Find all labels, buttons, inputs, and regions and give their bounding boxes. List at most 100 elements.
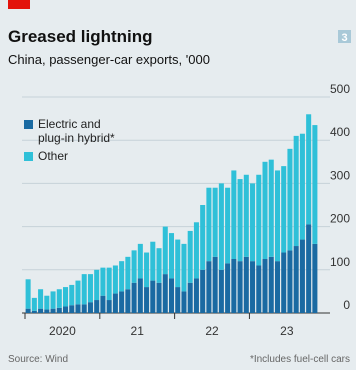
y-tick-label: 0 (343, 298, 350, 312)
legend-label: Electric and plug-in hybrid* (38, 117, 115, 145)
bar-segment (212, 256, 218, 313)
bar-segment (262, 161, 268, 259)
x-tick-label: 23 (280, 324, 294, 338)
bar-segment (119, 291, 125, 313)
bar-segment (31, 297, 37, 311)
bar-segment (44, 309, 50, 313)
bar-segment (218, 269, 224, 313)
bar-segment (206, 187, 212, 262)
bar-segment (225, 187, 231, 264)
legend-swatch (24, 120, 33, 129)
bar-segment (237, 179, 243, 262)
bar-segment (281, 252, 287, 313)
bar-segment (299, 133, 305, 240)
bar-segment (187, 230, 193, 283)
bar-segment (94, 300, 100, 313)
bar-segment (131, 250, 137, 283)
bar-segment (156, 282, 162, 313)
bar-segment (137, 278, 143, 313)
bar-segment (312, 125, 318, 244)
bar-segment (200, 205, 206, 270)
x-tick-label: 21 (131, 324, 145, 338)
bar-segment (312, 243, 318, 313)
bar-segment (56, 289, 62, 308)
bar-segment (237, 261, 243, 313)
bar-segment (250, 183, 256, 262)
bar-segment (106, 300, 112, 313)
bar-segment (125, 289, 131, 313)
panel-number: 3 (341, 32, 347, 44)
bar-segment (181, 291, 187, 313)
bar-segment (293, 135, 299, 247)
bar-segment (112, 293, 118, 313)
bar-segment (125, 256, 131, 290)
bar-segment (100, 267, 106, 296)
bar-segment (150, 280, 156, 313)
chart-subtitle: China, passenger-car exports, '000 (8, 52, 210, 67)
bar-segment (218, 183, 224, 270)
x-tick-label: 2020 (49, 324, 76, 338)
bar-segment (256, 265, 262, 313)
bar-segment (274, 261, 280, 313)
bar-segment (112, 265, 118, 294)
bar-segment (193, 278, 199, 313)
y-tick-label: 500 (330, 82, 350, 96)
bar-segment (175, 287, 181, 313)
bar-segment (75, 280, 81, 305)
bar-segment (287, 148, 293, 251)
bar-segment (268, 159, 274, 257)
bar-segment (106, 267, 112, 301)
bar-segment (119, 261, 125, 292)
legend-item: Electric and plug-in hybrid* (24, 117, 124, 145)
footnote: *Includes fuel-cell cars (250, 354, 350, 365)
bar-segment (69, 284, 75, 306)
bar-segment (306, 114, 312, 225)
bar-segment (38, 308, 44, 313)
bar-segment (94, 269, 100, 301)
bar-segment (25, 279, 31, 309)
bar-segment (131, 282, 137, 313)
bar-segment (206, 261, 212, 313)
bar-segment (81, 304, 87, 313)
bar-segment (38, 289, 44, 309)
bar-segment (243, 174, 249, 257)
bar-segment (50, 291, 56, 309)
legend-swatch (24, 152, 33, 161)
bar-segment (281, 166, 287, 253)
bar-segment (262, 259, 268, 313)
bar-segment (200, 269, 206, 313)
bar-segment (231, 259, 237, 313)
bar-segment (243, 256, 249, 313)
bar-segment (306, 224, 312, 313)
bar-segment (75, 304, 81, 313)
bar-segment (193, 222, 199, 279)
chart-title: Greased lightning (8, 27, 153, 46)
bar-segment (31, 310, 37, 313)
bar-segment (81, 274, 87, 305)
bar-segment (181, 243, 187, 292)
y-tick-label: 200 (330, 212, 350, 226)
bar-segment (69, 305, 75, 313)
legend-label: Other (38, 149, 69, 163)
bar-segment (144, 287, 150, 313)
bar-segment (162, 226, 168, 275)
bar-segment (274, 170, 280, 262)
red-tag (8, 0, 30, 9)
y-tick-label: 100 (330, 255, 350, 269)
bar-segment (144, 252, 150, 288)
source: Source: Wind (8, 354, 68, 365)
bar-segment (212, 187, 218, 257)
bar-segment (168, 278, 175, 313)
bar-segment (137, 243, 143, 279)
bar-segment (25, 308, 31, 313)
bar-segment (175, 239, 181, 288)
bar-segment (268, 256, 274, 313)
bar-segment (56, 307, 62, 313)
bar-segment (187, 282, 193, 313)
y-tick-label: 400 (330, 125, 350, 139)
bar-segment (162, 274, 168, 313)
bar-segment (63, 287, 69, 307)
bar-segment (50, 308, 56, 313)
